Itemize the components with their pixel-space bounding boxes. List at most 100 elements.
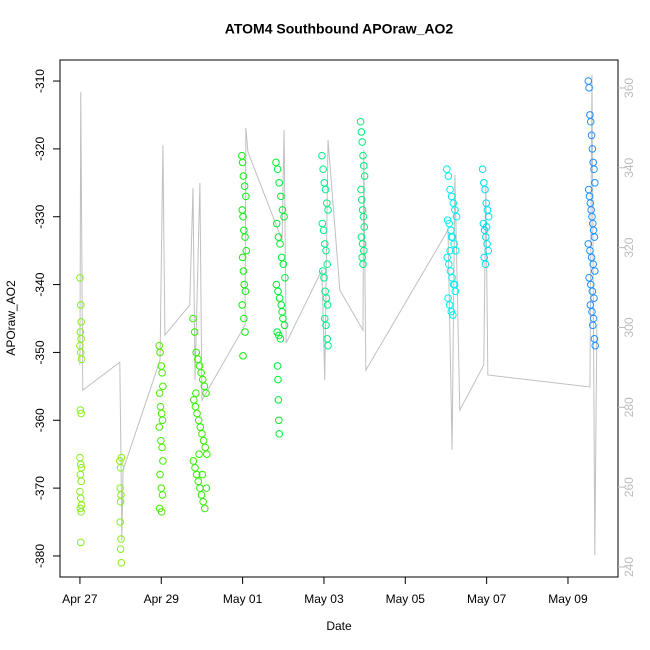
point xyxy=(196,484,204,492)
point xyxy=(360,172,369,180)
point xyxy=(589,260,597,269)
point xyxy=(274,375,282,384)
y2-tick-label: 300 xyxy=(622,317,636,337)
point xyxy=(76,453,84,462)
point xyxy=(275,294,284,302)
point xyxy=(277,192,285,201)
point xyxy=(77,477,85,486)
y-tick-label: -340 xyxy=(33,272,47,296)
y2-tick-label: 340 xyxy=(622,157,636,177)
point xyxy=(199,436,208,445)
point xyxy=(447,226,455,235)
point xyxy=(240,182,249,190)
point xyxy=(190,328,199,336)
plot-frame xyxy=(59,59,619,578)
point xyxy=(442,165,451,174)
x-axis-label: Date xyxy=(326,619,352,633)
x-tick-label: May 01 xyxy=(223,592,263,606)
point xyxy=(191,463,199,472)
point xyxy=(586,117,595,126)
point xyxy=(446,185,454,194)
point xyxy=(323,301,332,309)
point xyxy=(281,273,289,282)
point xyxy=(444,294,452,302)
point xyxy=(320,273,328,282)
point xyxy=(586,246,594,255)
y2-tick-label: 280 xyxy=(622,397,636,417)
point xyxy=(356,117,365,126)
x-tick-label: Apr 27 xyxy=(62,592,98,606)
y-tick-label: -320 xyxy=(33,137,47,161)
point xyxy=(116,518,124,526)
point xyxy=(238,206,247,214)
point xyxy=(360,162,368,170)
y-tick-label: -330 xyxy=(33,204,47,228)
point xyxy=(117,558,126,567)
chart-title: ATOM4 Southbound APOraw_AO2 xyxy=(225,21,454,37)
point xyxy=(240,226,248,235)
point xyxy=(445,260,453,269)
point xyxy=(321,185,330,194)
point xyxy=(157,362,166,370)
point xyxy=(275,416,283,425)
point xyxy=(240,314,248,323)
y-tick-label: -310 xyxy=(33,69,47,93)
point xyxy=(200,504,209,513)
point xyxy=(278,206,287,214)
point xyxy=(117,535,125,543)
point xyxy=(449,311,457,319)
point xyxy=(191,402,200,411)
point xyxy=(591,341,600,350)
point xyxy=(443,253,451,262)
point xyxy=(192,389,200,397)
point xyxy=(320,314,329,323)
y2-tick-label: 360 xyxy=(622,78,636,98)
point xyxy=(589,158,597,167)
point xyxy=(478,165,487,174)
point xyxy=(242,246,251,255)
point xyxy=(76,504,85,513)
point xyxy=(159,457,167,465)
point xyxy=(586,301,595,309)
point xyxy=(193,409,201,418)
point xyxy=(272,280,281,289)
point xyxy=(479,179,488,187)
point xyxy=(156,348,164,357)
point xyxy=(323,260,332,269)
point xyxy=(358,138,366,146)
point xyxy=(275,179,284,187)
point xyxy=(76,494,85,503)
point xyxy=(158,416,167,425)
point xyxy=(276,240,284,248)
point xyxy=(237,151,246,160)
y2-tick-label: 320 xyxy=(622,237,636,257)
point xyxy=(452,212,461,221)
point xyxy=(116,545,125,553)
point xyxy=(272,158,280,167)
point xyxy=(276,335,285,343)
point xyxy=(76,273,84,282)
point xyxy=(157,436,165,445)
point xyxy=(157,508,166,516)
point xyxy=(77,335,85,343)
point xyxy=(194,477,203,486)
point xyxy=(447,233,456,241)
point xyxy=(444,172,453,180)
point xyxy=(238,158,247,167)
point xyxy=(482,223,491,231)
point xyxy=(192,470,201,479)
point xyxy=(189,314,197,323)
point xyxy=(116,463,125,472)
point xyxy=(324,341,332,350)
y-axis-label: APOraw_AO2 xyxy=(4,280,18,356)
point xyxy=(239,352,247,360)
point xyxy=(590,294,598,302)
point xyxy=(319,226,328,235)
point xyxy=(239,267,248,275)
point xyxy=(202,389,210,397)
point xyxy=(319,165,327,174)
point xyxy=(484,246,493,255)
point xyxy=(192,348,201,357)
point xyxy=(197,368,205,377)
